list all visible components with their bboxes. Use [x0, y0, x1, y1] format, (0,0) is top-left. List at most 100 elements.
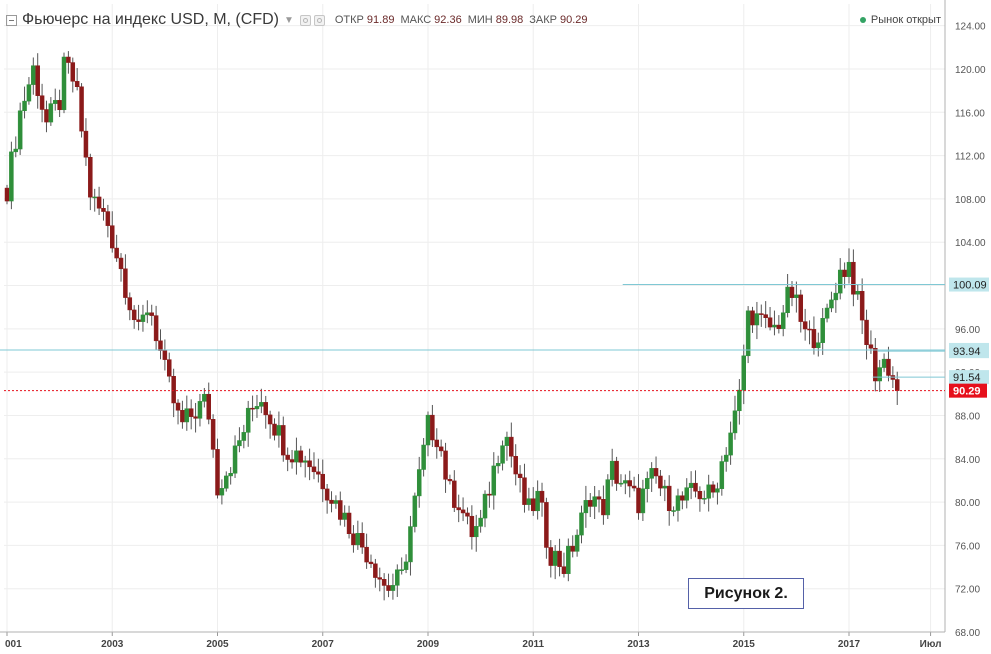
- candle-body: [846, 261, 852, 277]
- status-dot-icon: [859, 17, 866, 23]
- market-status: Рынок открыт: [859, 14, 941, 26]
- candle-body: [105, 211, 111, 226]
- level-label: 91.54: [953, 372, 981, 384]
- candle-body: [728, 432, 733, 456]
- candle-body: [180, 410, 185, 423]
- candle-body: [653, 468, 659, 477]
- candle-body: [745, 310, 751, 357]
- candle-body: [324, 488, 330, 501]
- candle-body: [710, 484, 716, 493]
- candle-body: [228, 473, 233, 477]
- candle-body: [127, 297, 133, 311]
- candle-body: [798, 294, 804, 322]
- candle-body: [649, 468, 654, 479]
- candle-body: [74, 81, 80, 87]
- candle-body: [877, 367, 882, 382]
- candle-body: [215, 449, 220, 496]
- candle-body: [688, 482, 694, 488]
- candle-body: [478, 517, 483, 527]
- candle-body: [794, 294, 799, 298]
- candle-body: [359, 533, 365, 548]
- candle-body: [48, 103, 54, 123]
- candle-body: [316, 471, 321, 475]
- candle-body: [894, 379, 900, 391]
- y-tick-label: 96.00: [955, 325, 980, 336]
- candle-body: [355, 533, 361, 546]
- candle-body: [390, 585, 396, 591]
- candle-body: [873, 348, 878, 382]
- candle-body: [232, 445, 238, 474]
- candle-body: [4, 187, 10, 202]
- y-tick-label: 108.00: [955, 195, 986, 206]
- chart-header: Фьючерс на индекс USD, M, (CFD) ▼ ОТКР 91…: [6, 8, 594, 32]
- symbol-title[interactable]: Фьючерс на индекс USD, M, (CFD): [22, 11, 279, 28]
- candle-body: [386, 585, 391, 591]
- candle-body: [816, 342, 821, 349]
- candle-body: [837, 269, 843, 294]
- candle-body: [364, 546, 369, 563]
- candle-body: [153, 315, 159, 342]
- candle-body: [412, 495, 418, 527]
- candle-body: [609, 460, 615, 480]
- candle-body: [368, 561, 374, 565]
- candle-body: [583, 500, 589, 514]
- candle-body: [864, 319, 869, 345]
- candle-body: [197, 401, 203, 419]
- candle-body: [425, 414, 431, 446]
- candle-body: [140, 314, 146, 322]
- x-tick-label: 2003: [101, 639, 124, 650]
- candle-body: [627, 480, 632, 487]
- candle-body: [693, 482, 698, 492]
- candle-body: [254, 406, 260, 410]
- candle-body: [184, 408, 190, 423]
- candle-body: [561, 566, 567, 574]
- candle-body: [302, 460, 308, 463]
- candle-body: [52, 100, 58, 104]
- visibility-icon[interactable]: [299, 14, 311, 26]
- candle-body: [373, 563, 378, 578]
- candle-body: [403, 561, 409, 570]
- candle-body: [224, 475, 229, 489]
- candle-body: [241, 432, 247, 441]
- candle-body: [35, 65, 40, 96]
- candle-body: [281, 425, 286, 456]
- candle-body: [618, 482, 624, 485]
- candle-body: [851, 261, 856, 295]
- candle-body: [438, 446, 444, 452]
- level-label: 93.94: [953, 346, 981, 358]
- candle-body: [70, 62, 76, 82]
- candle-body: [88, 157, 93, 198]
- candle-body: [443, 450, 448, 480]
- candle-body: [395, 569, 400, 586]
- candle-body: [741, 355, 746, 391]
- candle-body: [245, 407, 251, 433]
- candle-body: [44, 109, 49, 123]
- level-badge: [949, 344, 989, 359]
- candle-body: [136, 319, 141, 322]
- candle-body: [601, 499, 606, 516]
- y-tick-label: 88.00: [955, 411, 980, 422]
- candle-body: [842, 269, 847, 277]
- x-tick-label: 001: [5, 639, 22, 650]
- candle-body: [456, 507, 461, 511]
- candle-body: [531, 498, 536, 512]
- candle-body: [552, 550, 558, 566]
- chevron-down-icon[interactable]: ▼: [283, 14, 294, 26]
- collapse-toggle-icon[interactable]: [6, 14, 17, 26]
- candle-body: [250, 407, 255, 410]
- candle-body: [526, 498, 532, 505]
- candle-body: [522, 477, 527, 505]
- candle-body: [193, 416, 198, 419]
- y-tick-label: 80.00: [955, 498, 980, 509]
- candle-body: [588, 500, 593, 507]
- candle-body: [719, 461, 725, 489]
- candle-body: [452, 480, 457, 508]
- candle-body: [579, 512, 584, 536]
- candle-body: [66, 56, 71, 63]
- candle-body: [807, 328, 812, 331]
- settings-icon[interactable]: [313, 14, 325, 26]
- candle-body: [110, 225, 115, 249]
- candle-body: [574, 534, 580, 552]
- candle-body: [57, 100, 62, 111]
